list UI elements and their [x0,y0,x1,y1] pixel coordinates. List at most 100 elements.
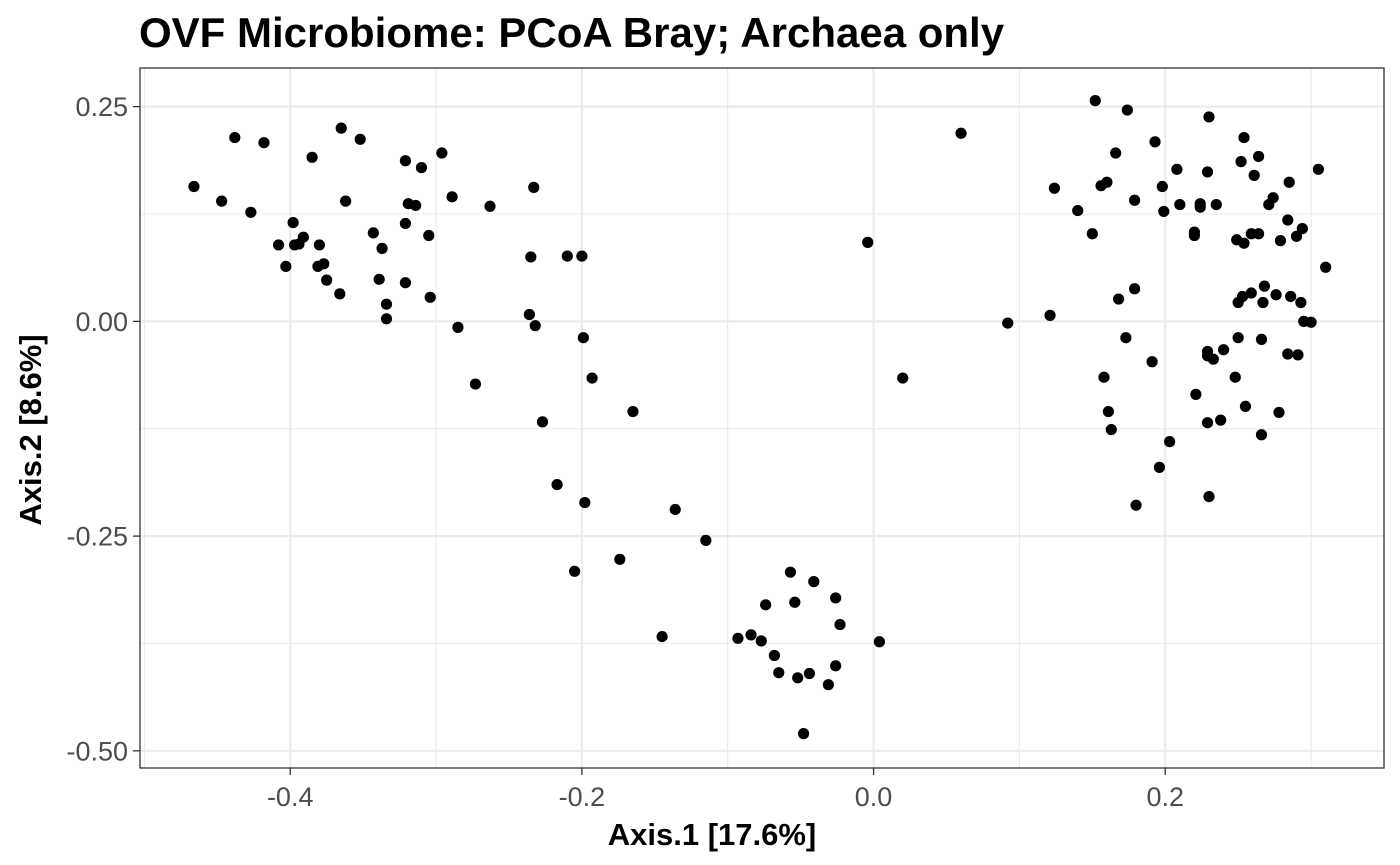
data-point [822,679,834,691]
data-point [528,181,540,193]
data-point [380,298,393,310]
data-point [1235,156,1247,168]
x-tick-label: 0.2 [1146,782,1184,812]
data-point [1255,429,1268,441]
data-point [367,227,379,239]
y-tick-label: -0.25 [66,522,128,552]
data-point [1295,296,1307,309]
data-point [830,592,842,604]
data-point [334,288,346,300]
data-point [354,133,366,145]
data-point [313,239,325,251]
data-point [784,566,797,578]
data-point [1110,147,1122,159]
data-point [745,629,757,641]
data-point [614,553,626,565]
data-point [399,217,412,230]
data-point [1146,356,1158,368]
data-point [1248,169,1260,181]
data-point [1112,293,1125,305]
data-point [424,291,436,303]
data-point [1105,423,1117,436]
data-point [862,236,874,248]
data-point [656,630,668,643]
data-point [1121,104,1133,116]
data-point [1158,205,1170,218]
data-point [1215,414,1227,426]
chart-title: OVF Microbiome: PCoA Bray; Archaea only [139,9,1005,56]
data-point [627,405,639,418]
data-point [773,667,785,679]
data-point [525,251,537,263]
data-point [586,372,598,384]
data-point [287,217,299,229]
data-point [1252,228,1265,240]
data-point [1129,283,1141,295]
data-point [318,258,330,270]
data-point [1257,296,1269,309]
data-point [1089,95,1101,107]
data-point [1210,198,1222,211]
data-point [1283,176,1295,188]
data-point [1270,289,1282,301]
data-point [834,618,846,631]
data-point [373,273,385,285]
data-point [1203,111,1215,123]
data-point [551,478,563,491]
data-point [1320,261,1332,273]
data-point [760,599,772,611]
data-point [1156,180,1168,193]
x-tick-label: -0.2 [559,782,606,812]
data-point [306,151,318,163]
data-point [415,162,428,174]
data-point [1239,400,1252,413]
data-point [1292,349,1304,361]
data-point [229,131,241,144]
data-point [1258,280,1271,292]
data-point [568,565,581,577]
data-point [1217,344,1230,356]
data-point [399,277,412,289]
data-point [669,503,681,516]
data-point [1255,333,1268,346]
data-points [188,95,1332,740]
data-point [1101,176,1113,188]
data-point [340,195,352,207]
data-point [1203,490,1215,503]
data-point [1153,461,1166,473]
data-point [803,667,815,680]
data-point [410,199,422,212]
x-tick-label: 0.0 [855,782,893,812]
data-point [1072,204,1084,217]
data-point [1188,229,1201,242]
data-point [700,534,712,546]
y-tick-label: -0.50 [66,736,128,766]
data-point [897,372,909,384]
data-point [792,672,804,684]
data-point [1252,150,1265,163]
data-point [1238,237,1250,249]
data-point [797,728,810,740]
data-point [1044,309,1056,321]
data-point [808,576,820,588]
data-point [1285,290,1297,303]
data-point [1120,332,1132,344]
data-point [576,250,588,262]
data-point [280,260,292,273]
data-point [577,332,589,344]
data-point [561,250,573,262]
data-point [1305,316,1317,328]
data-point [1238,131,1250,144]
axes: -0.4 -0.2 0.0 0.2 -0.50 -0.25 0.00 0.25 [66,92,1184,812]
data-point [1171,163,1183,175]
data-point [1194,201,1206,213]
data-point [1290,230,1303,242]
data-point [335,122,347,134]
data-point [579,497,591,509]
data-point [755,635,767,647]
data-point [1002,317,1014,329]
data-point [1201,166,1214,178]
data-point [1245,287,1257,299]
data-point [258,137,270,149]
data-point [732,632,744,644]
